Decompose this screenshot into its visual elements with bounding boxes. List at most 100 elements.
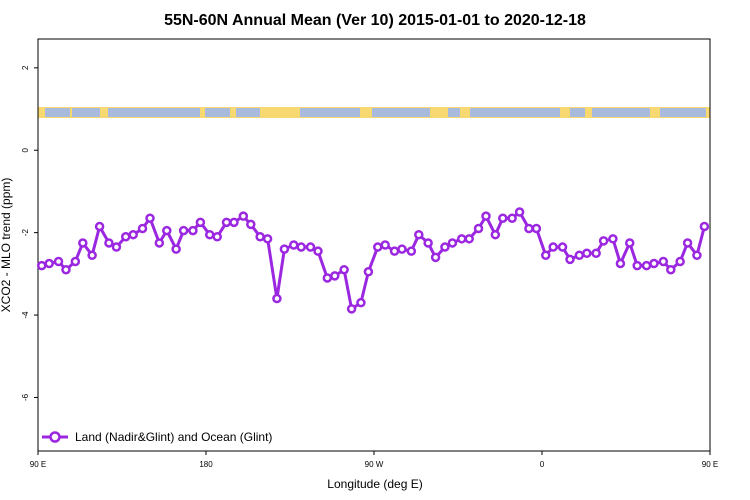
land-segment — [570, 108, 585, 117]
data-point — [473, 223, 484, 234]
data-point — [524, 223, 534, 234]
data-point — [456, 234, 467, 244]
data-point — [288, 240, 299, 250]
land-segment — [45, 108, 70, 117]
x-tick-label: 90 E — [702, 460, 718, 469]
land-segment — [300, 108, 360, 117]
data-point — [44, 258, 54, 269]
data-point — [372, 242, 383, 252]
chart-title: 55N-60N Annual Mean (Ver 10) 2015-01-01 … — [164, 12, 586, 29]
data-point — [137, 223, 148, 234]
data-point — [279, 244, 290, 254]
data-point — [238, 211, 249, 221]
data-point — [171, 244, 181, 254]
data-point — [574, 250, 585, 261]
data-point — [145, 213, 155, 223]
data-point — [591, 248, 601, 258]
y-tick-label: 0 — [21, 147, 30, 152]
x-tick-label: 90 W — [365, 460, 384, 469]
data-point — [615, 258, 626, 269]
data-point — [272, 293, 282, 304]
data-point — [178, 225, 189, 236]
data-point — [548, 242, 558, 252]
data-point — [356, 297, 366, 308]
land-segment — [448, 108, 460, 117]
land-segment — [108, 108, 200, 117]
data-point — [658, 256, 669, 267]
land-ocean-map-strip — [38, 107, 710, 118]
data-point — [666, 264, 676, 275]
data-point — [440, 242, 450, 252]
data-point — [624, 238, 635, 248]
data-point — [397, 244, 407, 254]
data-point — [296, 242, 306, 252]
y-axis-label: XCO2 - MLO trend (ppm) — [0, 178, 13, 313]
y-tick-label: -2 — [21, 229, 30, 237]
data-point — [447, 238, 458, 248]
data-point — [162, 225, 172, 236]
data-point — [313, 246, 323, 256]
y-axis: 2 0 -2 -4 -6 — [21, 65, 38, 401]
data-point — [514, 207, 525, 217]
data-point — [430, 252, 441, 263]
data-point — [540, 250, 551, 261]
data-point — [423, 238, 433, 248]
x-tick-label: 0 — [540, 460, 545, 469]
data-point — [330, 271, 340, 281]
legend-marker — [49, 431, 61, 443]
data-point — [582, 248, 592, 258]
data-point — [565, 254, 575, 265]
y-tick-label: 2 — [21, 65, 30, 70]
x-axis-label: Longitude (deg E) — [327, 477, 422, 491]
data-point — [120, 232, 131, 242]
data-point — [221, 217, 232, 228]
data-point — [229, 217, 239, 228]
data-point — [195, 217, 206, 228]
x-tick-label: 180 — [199, 460, 213, 469]
data-point — [188, 225, 198, 236]
data-point — [649, 258, 659, 269]
data-point — [61, 264, 71, 275]
data-point — [154, 238, 165, 248]
data-point — [498, 213, 508, 223]
data-point — [128, 229, 138, 240]
data-point — [339, 264, 349, 275]
data-point — [380, 240, 390, 250]
land-segment — [470, 108, 560, 117]
data-point — [94, 221, 105, 232]
land-segment — [72, 108, 100, 117]
data-point — [481, 211, 491, 221]
land-segment — [205, 108, 230, 117]
x-tick-label: 90 E — [30, 460, 46, 469]
data-point — [406, 246, 417, 256]
data-point — [675, 256, 685, 267]
data-point — [305, 242, 316, 252]
data-point — [699, 221, 710, 232]
data-point — [531, 223, 542, 234]
data-point — [262, 234, 273, 244]
legend-label: Land (Nadir&Glint) and Ocean (Glint) — [75, 430, 272, 444]
legend: Land (Nadir&Glint) and Ocean (Glint) — [42, 430, 272, 444]
data-point — [78, 238, 88, 248]
data-point — [464, 234, 474, 244]
data-point — [557, 242, 568, 252]
data-point — [204, 229, 215, 240]
y-tick-label: -4 — [21, 311, 30, 319]
data-point — [104, 238, 114, 248]
data-point — [36, 260, 47, 271]
data-point — [322, 273, 333, 283]
data-point — [87, 250, 97, 261]
y-tick-label: -6 — [21, 393, 30, 401]
land-segment — [372, 108, 430, 117]
land-segment — [660, 108, 706, 117]
x-axis: 90 E 180 90 W 0 90 E — [30, 451, 718, 469]
data-point — [414, 229, 424, 240]
data-point — [682, 238, 693, 248]
data-point — [490, 229, 501, 240]
data-point — [53, 256, 64, 267]
data-point — [111, 242, 122, 252]
data-point — [389, 246, 400, 256]
data-point — [632, 260, 642, 271]
data-point — [246, 219, 256, 230]
